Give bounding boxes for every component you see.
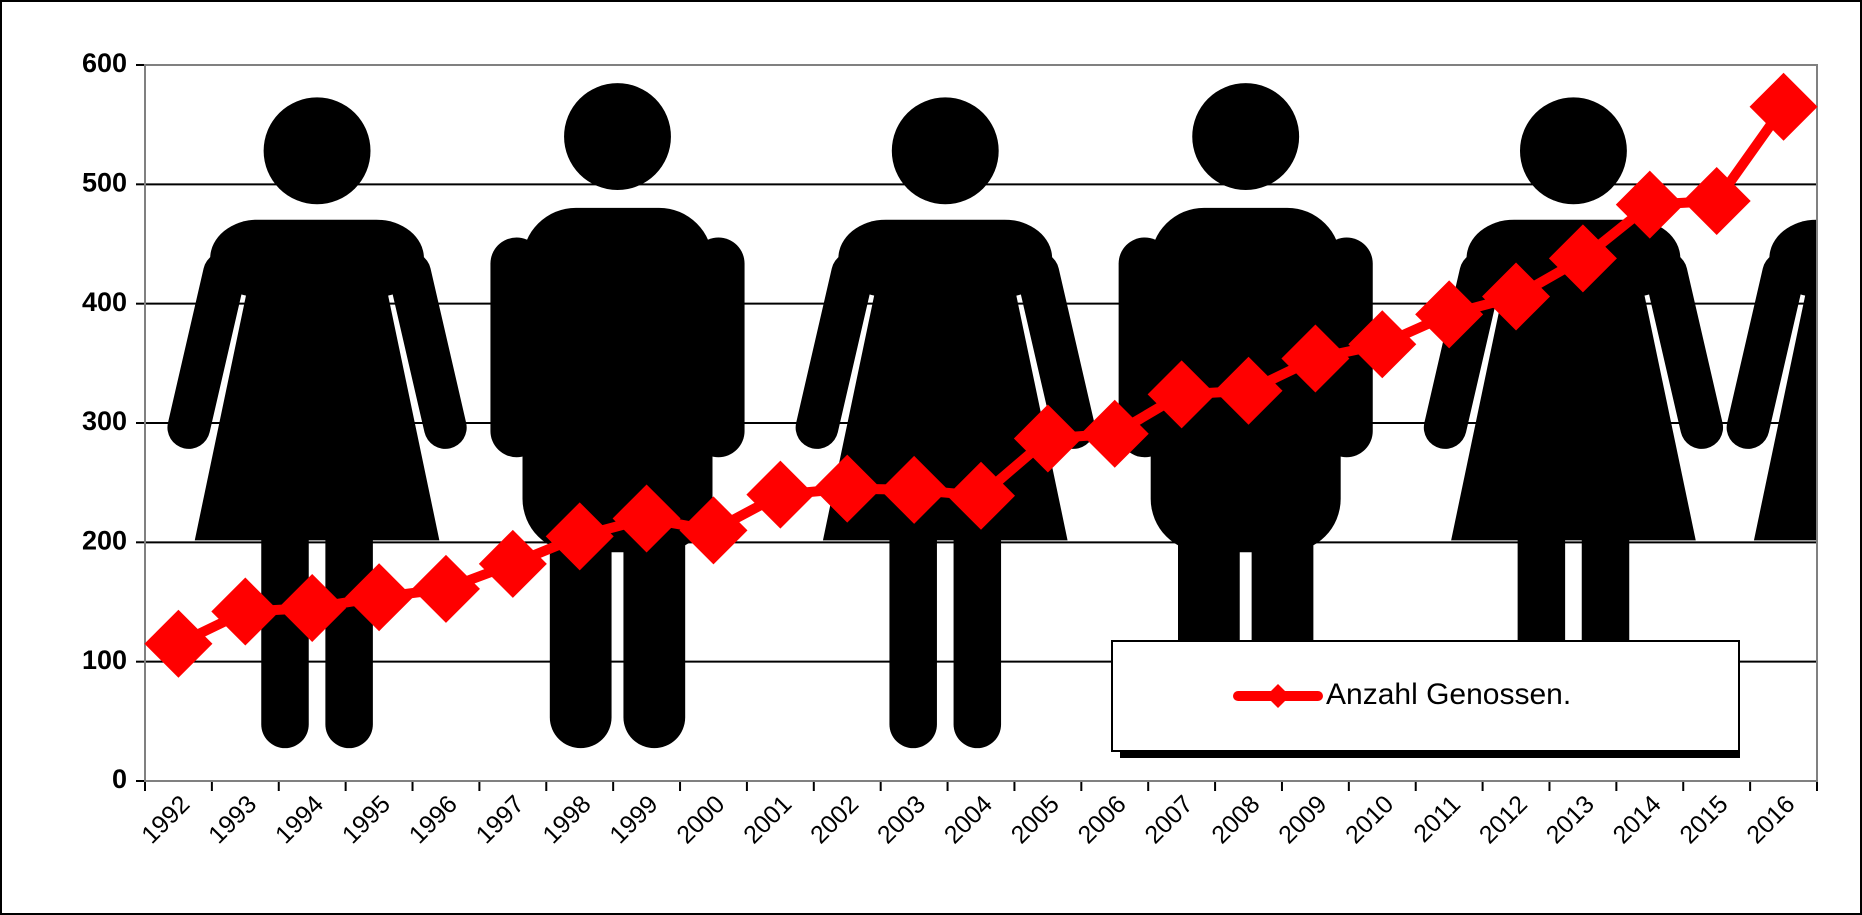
chart: 0100200300400500600199219931994199519961…	[0, 0, 1862, 915]
legend-label: Anzahl Genossen.	[1326, 678, 1571, 711]
y-tick-label: 200	[82, 525, 127, 555]
legend: Anzahl Genossen.	[1112, 641, 1740, 758]
y-tick-label: 100	[82, 645, 127, 675]
y-tick-label: 400	[82, 287, 127, 317]
y-tick-label: 500	[82, 167, 127, 197]
y-tick-label: 0	[112, 764, 127, 794]
page: {"chart_data": {"type": "line", "categor…	[0, 0, 1862, 915]
y-tick-label: 300	[82, 406, 127, 436]
y-tick-label: 600	[82, 48, 127, 78]
